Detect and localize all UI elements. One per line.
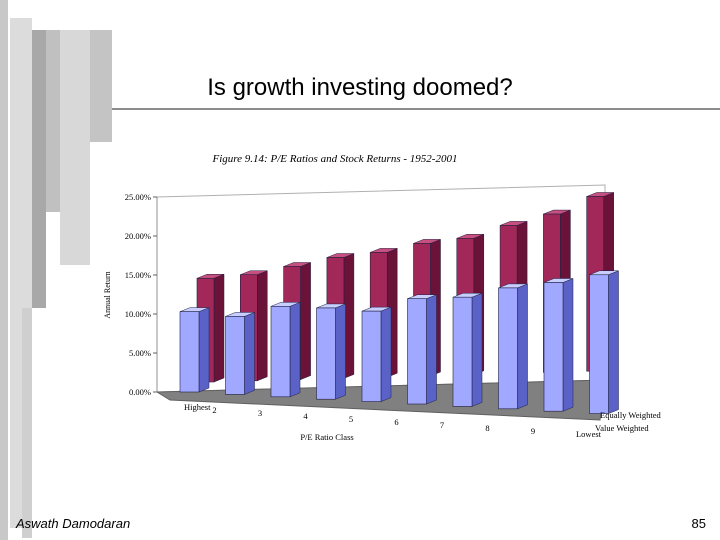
- bar-value-weighted-side: [426, 294, 437, 405]
- slide-title: Is growth investing doomed?: [207, 74, 513, 101]
- y-tick-label: 20.00%: [125, 231, 151, 241]
- bar-value-weighted: [498, 287, 518, 410]
- y-tick-label: 15.00%: [125, 270, 151, 280]
- bar-value-weighted: [452, 296, 473, 407]
- decor-bar-4: [46, 30, 60, 212]
- y-tick-label: 0.00%: [129, 387, 151, 397]
- x-tick-label: 4: [303, 411, 308, 421]
- bar-value-weighted: [179, 311, 200, 393]
- bar-value-weighted-side: [244, 312, 255, 395]
- y-axis-label: Annual Return: [103, 271, 112, 318]
- bar-value-weighted-side: [289, 301, 301, 398]
- bar-value-weighted-side: [198, 307, 210, 393]
- x-tick-label: 2: [212, 405, 216, 415]
- x-axis-label: P/E Ratio Class: [300, 432, 353, 442]
- bar-value-weighted: [589, 274, 609, 414]
- x-tick-label: 7: [440, 420, 444, 430]
- decor-bar-3: [32, 30, 46, 308]
- x-tick-label: Lowest: [576, 429, 602, 439]
- bar-value-weighted: [270, 306, 291, 398]
- series-label-value-weighted: Value Weighted: [595, 423, 649, 433]
- bar-value-weighted-side: [471, 292, 483, 407]
- bar-equally-weighted-side: [257, 270, 268, 382]
- decor-bar-1: [0, 0, 8, 540]
- bar-value-weighted: [316, 307, 336, 400]
- bar-value-weighted: [407, 298, 427, 405]
- x-tick-label: 6: [394, 417, 398, 427]
- bar-equally-weighted-side: [213, 273, 225, 383]
- decor-bar-7: [22, 308, 32, 538]
- bar-equally-weighted-side: [300, 262, 311, 380]
- bar-chart-3d: Figure 9.14: P/E Ratios and Stock Return…: [103, 153, 662, 442]
- decor-bar-5: [60, 30, 90, 265]
- x-tick-label: Highest: [184, 402, 211, 412]
- x-tick-label: 9: [531, 426, 535, 436]
- footer-author: Aswath Damodaran: [16, 516, 131, 531]
- x-tick-label: 8: [485, 423, 489, 433]
- title-divider: [112, 108, 720, 110]
- bar-value-weighted-side: [335, 303, 346, 400]
- bar-value-weighted: [225, 316, 245, 395]
- x-tick-label: 5: [349, 414, 353, 424]
- bar-value-weighted-side: [562, 278, 574, 412]
- bar-value-weighted: [361, 310, 382, 402]
- bar-value-weighted-side: [517, 283, 528, 410]
- page-number: 85: [691, 516, 706, 531]
- bar-value-weighted-side: [608, 270, 619, 414]
- bar-value-weighted-side: [380, 306, 392, 402]
- chart-title: Figure 9.14: P/E Ratios and Stock Return…: [212, 153, 458, 165]
- decor-bar-6: [90, 30, 112, 142]
- y-tick-label: 10.00%: [125, 309, 151, 319]
- y-tick-label: 25.00%: [125, 192, 151, 202]
- y-tick-label: 5.00%: [129, 348, 151, 358]
- x-tick-label: 3: [258, 408, 262, 418]
- bar-value-weighted: [543, 282, 564, 412]
- series-label-equally-weighted: Equally Weighted: [600, 410, 662, 420]
